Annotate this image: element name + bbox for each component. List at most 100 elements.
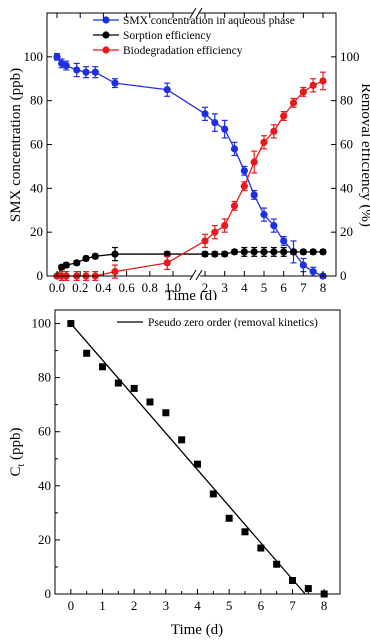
data-point	[280, 248, 288, 256]
data-point	[201, 250, 209, 258]
x-tick-label: 0.4	[95, 280, 112, 295]
data-point	[230, 145, 239, 153]
data-point	[209, 490, 217, 498]
chart-top: 0.0 0.2 0.4 0.6 0.8 1.0 2 3 4 5 6 7 8020406080100020…	[8, 7, 370, 300]
y-tick-label-right: 100	[340, 49, 360, 64]
x-tick-label: 0.8	[142, 280, 158, 295]
data-point	[299, 248, 307, 256]
legend-marker	[102, 16, 110, 24]
x-tick-label: 7	[289, 598, 296, 613]
data-point	[289, 99, 298, 107]
data-point	[319, 248, 327, 256]
x-tick-label: 0.2	[72, 280, 88, 295]
data-point	[241, 528, 249, 536]
data-point	[299, 261, 307, 269]
x-tick-label: 2	[131, 598, 138, 613]
data-point	[221, 250, 229, 258]
data-point	[225, 514, 233, 522]
data-point	[163, 259, 171, 267]
data-point	[201, 110, 209, 118]
x-tick-label: 0.6	[118, 280, 135, 295]
y-tick-label: 60	[38, 424, 51, 439]
data-point	[163, 86, 171, 94]
x-tick-label: 1	[99, 598, 106, 613]
data-point	[73, 66, 81, 74]
y-tick-label: 100	[32, 316, 52, 331]
data-point	[82, 254, 90, 263]
data-point	[289, 576, 296, 584]
data-point	[111, 79, 119, 87]
data-point	[299, 88, 307, 96]
data-point	[260, 248, 268, 256]
y-tick-label-left: 40	[30, 180, 43, 195]
data-point	[99, 363, 106, 371]
data-point	[319, 77, 327, 85]
data-point	[309, 81, 317, 89]
data-point	[73, 259, 81, 267]
data-point	[221, 221, 229, 230]
data-point	[83, 349, 91, 357]
y-axis-label-right: Removal efficiency (%)	[358, 83, 370, 227]
y-tick-label: 0	[45, 586, 52, 601]
data-point	[280, 237, 288, 245]
x-tick-label: 0.0	[49, 280, 65, 295]
y-tick-label-right: 80	[340, 93, 353, 108]
data-point	[250, 158, 258, 166]
legend-marker	[102, 46, 110, 54]
data-point	[270, 248, 278, 256]
x-tick-label: 6	[280, 280, 287, 295]
data-point	[250, 248, 258, 256]
x-tick-label: 7	[300, 280, 307, 295]
data-point	[230, 202, 239, 210]
series-line	[57, 80, 324, 277]
data-point	[91, 252, 99, 260]
data-point	[309, 268, 317, 276]
x-tick-label: 8	[321, 598, 328, 613]
data-point	[304, 585, 312, 593]
x-tick-label: 2	[202, 280, 209, 295]
data-point	[270, 221, 278, 230]
data-point	[201, 237, 209, 245]
y-tick-label-right: 40	[340, 180, 353, 195]
data-point	[194, 460, 201, 468]
data-point	[111, 250, 119, 258]
data-point	[250, 191, 258, 199]
y-tick-label: 20	[38, 532, 51, 547]
x-tick-label: 4	[194, 598, 201, 613]
data-point	[280, 112, 288, 120]
x-tick-label: 5	[226, 598, 233, 613]
y-tick-label: 40	[38, 478, 51, 493]
data-point	[260, 138, 268, 146]
data-point	[114, 379, 122, 387]
data-point	[273, 560, 281, 568]
x-tick-label: 3	[163, 598, 170, 613]
data-point	[130, 384, 138, 392]
x-tick-label: 8	[320, 280, 327, 295]
data-point	[211, 250, 219, 258]
fit-line	[70, 323, 306, 595]
x-tick-label: 0	[68, 598, 75, 613]
data-point	[162, 409, 170, 417]
y-tick-label-left: 60	[30, 137, 43, 152]
data-point	[240, 248, 248, 256]
plot-frame	[54, 309, 341, 595]
data-point	[270, 127, 278, 135]
data-point	[82, 68, 90, 76]
data-point	[260, 211, 268, 219]
data-point	[211, 118, 219, 127]
data-point	[211, 228, 219, 236]
data-point	[309, 248, 317, 256]
data-point	[221, 125, 229, 133]
y-tick-label-left: 100	[24, 49, 44, 64]
data-point	[146, 398, 154, 406]
legend-label: Pseudo zero order (removal kinetics)	[148, 317, 318, 329]
y-tick-label-left: 0	[37, 268, 44, 283]
legend-marker	[102, 31, 110, 39]
data-point	[289, 248, 298, 256]
x-tick-label: 3	[221, 280, 228, 295]
data-point	[240, 167, 248, 175]
data-point	[230, 248, 239, 256]
y-axis-label: Ct (ppb)	[8, 427, 27, 476]
y-tick-label-left: 20	[30, 224, 43, 239]
